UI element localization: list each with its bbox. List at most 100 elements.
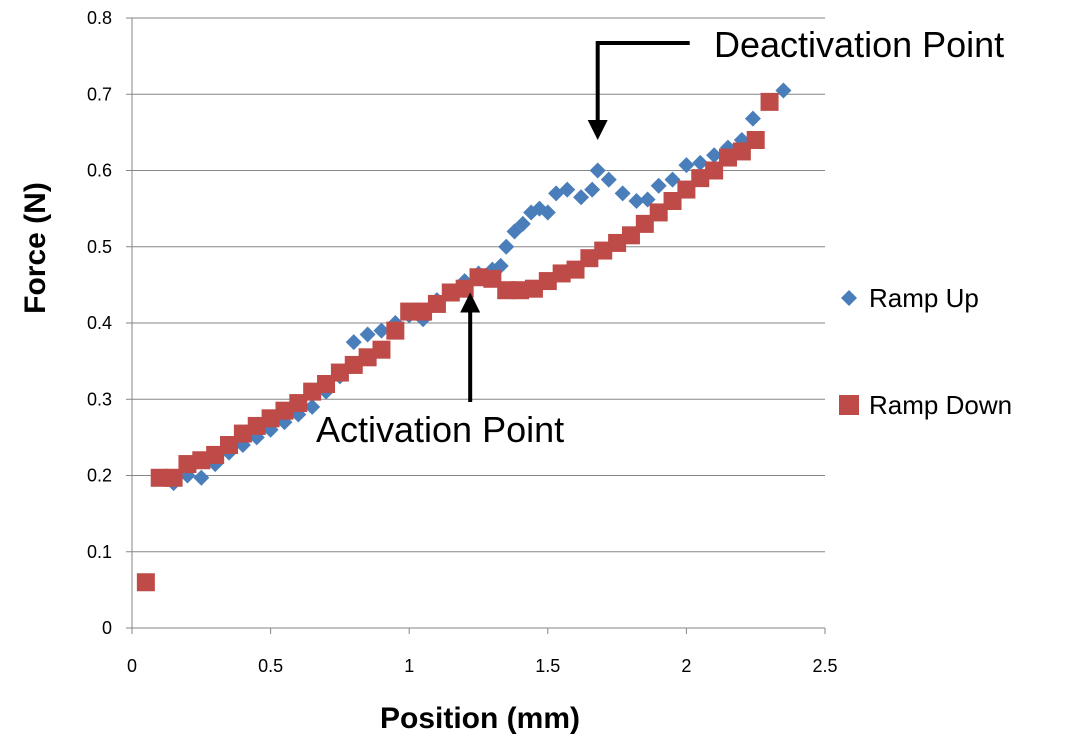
ramp-down-point — [178, 455, 197, 474]
ramp-up-point — [573, 189, 590, 206]
ramp-down-point — [691, 169, 710, 188]
legend-label: Ramp Down — [869, 390, 1012, 420]
axes — [126, 17, 826, 634]
ramp-down-point — [164, 468, 183, 487]
legend-ramp-down-marker — [839, 395, 859, 415]
y-axis-title: Force (N) — [19, 182, 52, 314]
ramp-up-point — [692, 154, 709, 171]
ramp-down-point — [538, 272, 557, 291]
ramp-up-point — [706, 147, 723, 164]
ramp-up-point — [539, 204, 556, 221]
x-tick-label: 2.5 — [812, 656, 837, 676]
ramp-down-point — [317, 375, 336, 393]
annotations: Deactivation Point Activation Point — [316, 24, 1004, 450]
ramp-down-point — [649, 203, 668, 222]
ramp-up-point — [664, 171, 681, 188]
ramp-down-point — [247, 416, 266, 435]
x-tick-label: 2 — [681, 656, 691, 676]
y-tick-label: 0.5 — [87, 237, 112, 257]
ramp-down-point — [608, 233, 627, 252]
ramp-up-point — [589, 162, 606, 179]
ramp-down-point — [206, 445, 225, 464]
ramp-down-point — [732, 142, 751, 161]
ramp-down-point — [552, 264, 571, 283]
ramp-up-point — [600, 171, 617, 188]
y-tick-label: 0.4 — [87, 313, 112, 333]
ramp-up-point — [559, 181, 576, 198]
ramp-down-point — [136, 573, 155, 592]
ramp-down-point — [233, 424, 252, 443]
x-tick-label: 1.5 — [535, 656, 560, 676]
ramp-up-point — [498, 238, 515, 255]
ramp-down-point — [580, 249, 599, 268]
ramp-up-point — [373, 322, 390, 339]
ramp-up-point — [359, 326, 376, 343]
deactivation-arrow — [595, 41, 690, 129]
activation-arrowhead — [460, 292, 481, 313]
ramp-down-point — [455, 279, 474, 298]
ramp-down-point — [746, 131, 765, 149]
ramp-up-point — [775, 82, 792, 99]
ramp-up-point — [514, 215, 531, 232]
deactivation-label: Deactivation Point — [714, 24, 1004, 65]
ramp-up-point — [628, 193, 645, 209]
deactivation-arrowhead — [587, 120, 608, 140]
ramp-down-point — [220, 436, 239, 454]
ramp-down-point — [372, 340, 391, 359]
ramp-down-point — [150, 468, 169, 487]
ramp-up-point — [584, 181, 601, 198]
ramp-down-point — [469, 268, 488, 287]
ramp-down-point — [427, 294, 446, 313]
y-tick-label: 0 — [102, 618, 112, 638]
grid-lines — [132, 17, 825, 553]
ramp-down-point — [511, 281, 530, 300]
x-tick-label: 0.5 — [258, 656, 283, 676]
data-points — [136, 82, 792, 592]
ramp-down-point — [760, 92, 779, 111]
ramp-down-point — [289, 394, 308, 413]
ramp-down-point — [621, 226, 640, 245]
ramp-up-point — [678, 157, 695, 174]
ramp-up-point — [345, 334, 362, 351]
ramp-down-point — [275, 401, 294, 420]
ramp-down-point — [386, 321, 405, 340]
ramp-up-point — [193, 469, 210, 486]
ramp-down-point — [483, 269, 502, 288]
ramp-up-point — [650, 177, 667, 194]
activation-label: Activation Point — [316, 409, 564, 450]
x-axis-title: Position (mm) — [380, 702, 580, 735]
ramp-down-point — [635, 214, 654, 233]
ramp-down-point — [594, 241, 613, 260]
y-tick-label: 0.1 — [87, 542, 112, 562]
ramp-down-point — [566, 260, 585, 279]
x-tick-label: 1 — [404, 656, 414, 676]
ramp-down-point — [261, 409, 280, 428]
ramp-down-point — [677, 180, 696, 199]
ramp-down-point — [414, 302, 433, 321]
ramp-up-point — [744, 110, 761, 127]
ramp-down-point — [330, 363, 349, 382]
y-tick-label: 0.3 — [87, 389, 112, 409]
ramp-down-point — [718, 148, 737, 167]
legend: Ramp Up Ramp Down — [839, 283, 1012, 420]
ramp-down-point — [524, 279, 543, 298]
y-tick-label: 0.2 — [87, 466, 112, 486]
ramp-down-point — [497, 281, 516, 300]
y-tick-label: 0.8 — [87, 8, 112, 28]
ramp-down-point — [192, 451, 211, 470]
ramp-down-point — [705, 161, 724, 180]
ramp-down-point — [400, 302, 419, 321]
y-tick-label: 0.6 — [87, 161, 112, 181]
ramp-down-point — [441, 283, 460, 302]
ramp-down-point — [344, 355, 363, 374]
y-tick-label: 0.7 — [87, 84, 112, 104]
ramp-down-point — [663, 192, 682, 210]
legend-label: Ramp Up — [869, 283, 979, 313]
tick-labels: 0 0.1 0.2 0.3 0.4 0.5 0.6 0.7 0.8 0 0.5 1 1.5 2 2.5 — [87, 8, 838, 676]
ramp-down-point — [303, 382, 322, 401]
ramp-down-point — [358, 348, 377, 367]
x-tick-label: 0 — [127, 656, 137, 676]
ramp-up-point — [304, 398, 321, 415]
legend-ramp-up-marker — [841, 290, 857, 306]
